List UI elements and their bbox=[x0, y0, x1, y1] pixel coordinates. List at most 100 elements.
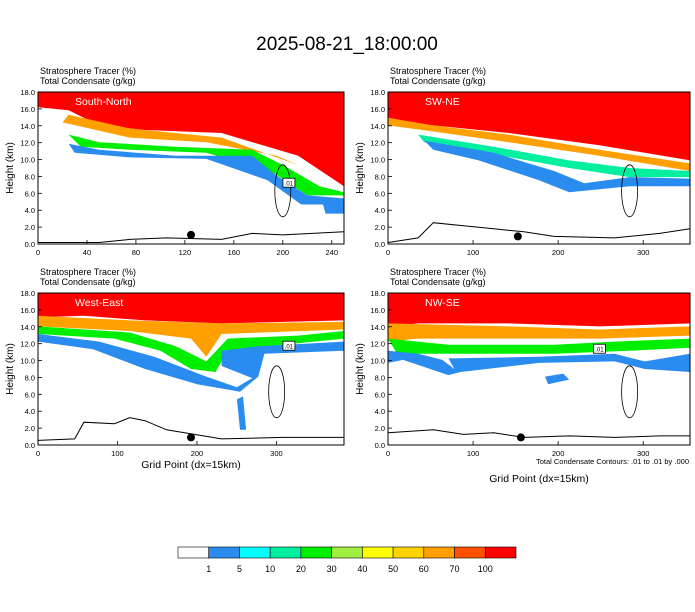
y-tick-label: 18.0 bbox=[370, 289, 385, 298]
contour-label: .01 bbox=[285, 182, 294, 188]
y-tick-label: 6.0 bbox=[25, 189, 35, 198]
cross-section-label: SW-NE bbox=[425, 96, 460, 108]
tracer-band-1 bbox=[62, 114, 299, 165]
colorbar-label: 60 bbox=[419, 564, 429, 574]
field-name-condensate: Total Condensate (g/kg) bbox=[40, 76, 136, 86]
colorbar-label: 100 bbox=[478, 564, 493, 574]
y-tick-label: 12.0 bbox=[20, 340, 35, 349]
y-axis-label: Height (km) bbox=[355, 142, 366, 194]
x-tick-label: 40 bbox=[83, 248, 91, 257]
x-tick-label: 200 bbox=[552, 449, 565, 458]
colorbar-label: 5 bbox=[237, 564, 242, 574]
tracer-band-4 bbox=[322, 201, 344, 214]
location-marker bbox=[513, 232, 522, 241]
y-tick-label: 16.0 bbox=[20, 105, 35, 114]
tracer-band-2 bbox=[418, 134, 690, 178]
tracer-band-1 bbox=[38, 315, 344, 357]
terrain-line bbox=[38, 417, 344, 441]
y-tick-label: 12.0 bbox=[370, 139, 385, 148]
colorbar-swatch bbox=[177, 546, 210, 559]
y-tick-label: 18.0 bbox=[370, 88, 385, 97]
colorbar-label: 40 bbox=[357, 564, 367, 574]
x-axis-label: Grid Point (dx=15km) bbox=[141, 459, 241, 471]
x-tick-label: 200 bbox=[552, 248, 565, 257]
location-marker bbox=[187, 230, 195, 239]
x-tick-label: 0 bbox=[36, 248, 40, 257]
field-name-condensate: Total Condensate (g/kg) bbox=[390, 76, 486, 86]
x-tick-label: 0 bbox=[386, 248, 390, 257]
colorbar-swatch bbox=[269, 546, 302, 559]
plot-frame bbox=[387, 91, 691, 245]
panel-south-north: .01 Stratosphere Tracer (%)Total Condensa… bbox=[5, 66, 345, 257]
contour-label-box bbox=[593, 343, 606, 354]
y-tick-label: 10.0 bbox=[370, 357, 385, 366]
tracer-band-3 bbox=[38, 334, 344, 392]
colorbar-swatch bbox=[484, 546, 517, 559]
tracer-fill bbox=[38, 92, 344, 243]
tracer-band-0 bbox=[388, 293, 690, 327]
y-tick-label: 14.0 bbox=[20, 122, 35, 131]
x-axis-label: Grid Point (dx=15km) bbox=[489, 473, 589, 485]
y-tick-label: 8.0 bbox=[375, 373, 385, 382]
panel-sw-ne: Stratosphere Tracer (%)Total Condensate … bbox=[355, 66, 691, 257]
colorbar-swatch bbox=[362, 546, 394, 559]
y-tick-label: 0.0 bbox=[375, 240, 385, 249]
colorbar-swatch bbox=[208, 546, 240, 559]
y-axis-label: Height (km) bbox=[5, 343, 16, 395]
y-tick-label: 16.0 bbox=[20, 306, 35, 315]
tracer-fill bbox=[38, 293, 344, 441]
colorbar-label: 50 bbox=[388, 564, 398, 574]
y-tick-label: 4.0 bbox=[375, 407, 385, 416]
y-tick-label: 4.0 bbox=[25, 206, 35, 215]
y-tick-label: 12.0 bbox=[20, 139, 35, 148]
colorbar-swatch bbox=[331, 546, 363, 559]
tracer-band-1 bbox=[388, 323, 690, 342]
y-tick-label: 8.0 bbox=[25, 373, 35, 382]
tracer-band-2 bbox=[38, 326, 344, 372]
colorbar-swatch bbox=[392, 546, 425, 559]
colorbar-label: 20 bbox=[296, 564, 306, 574]
tracer-band-3 bbox=[68, 143, 344, 205]
plot-frame bbox=[37, 91, 345, 245]
contour-label: .01 bbox=[285, 345, 294, 351]
y-tick-label: 0.0 bbox=[25, 240, 35, 249]
x-tick-label: 240 bbox=[326, 248, 339, 257]
x-tick-label: 300 bbox=[637, 248, 650, 257]
location-marker bbox=[187, 433, 195, 442]
tracer-band-0 bbox=[38, 92, 344, 187]
x-tick-label: 0 bbox=[386, 449, 390, 458]
tracer-band-2 bbox=[388, 338, 690, 354]
y-tick-label: 2.0 bbox=[25, 223, 35, 232]
colorbar: 1 5 10 20 30 40 50 60 70 100 bbox=[177, 546, 517, 574]
x-tick-label: 300 bbox=[637, 449, 650, 458]
x-tick-label: 200 bbox=[277, 248, 290, 257]
y-tick-label: 14.0 bbox=[20, 323, 35, 332]
condensate-contour bbox=[621, 365, 638, 419]
tracer-band-3 bbox=[388, 350, 690, 376]
y-tick-label: 4.0 bbox=[375, 206, 385, 215]
y-tick-label: 0.0 bbox=[25, 441, 35, 450]
condensate-contour bbox=[621, 164, 638, 218]
cross-section-label: NW-SE bbox=[425, 297, 460, 309]
x-tick-label: 100 bbox=[111, 449, 124, 458]
y-tick-label: 8.0 bbox=[25, 172, 35, 181]
colorbar-label: 70 bbox=[450, 564, 460, 574]
y-tick-label: 14.0 bbox=[370, 323, 385, 332]
colorbar-swatch bbox=[239, 546, 271, 559]
tracer-band-0 bbox=[38, 293, 344, 324]
y-tick-label: 10.0 bbox=[370, 156, 385, 165]
tracer-band-2 bbox=[68, 134, 344, 196]
x-tick-label: 160 bbox=[228, 248, 241, 257]
field-name-tracer: Stratosphere Tracer (%) bbox=[390, 267, 486, 277]
x-tick-label: 80 bbox=[132, 248, 140, 257]
tracer-band-0 bbox=[388, 92, 690, 161]
y-axis-label: Height (km) bbox=[5, 142, 16, 194]
contour-label: .01 bbox=[595, 348, 604, 354]
x-tick-label: 300 bbox=[270, 449, 283, 458]
colorbar-swatch bbox=[423, 546, 455, 559]
condensate-contour bbox=[274, 164, 292, 218]
colorbar-label: 30 bbox=[327, 564, 337, 574]
figure-title: 2025-08-21_18:00:00 bbox=[256, 34, 438, 55]
tracer-band-1 bbox=[388, 117, 690, 171]
